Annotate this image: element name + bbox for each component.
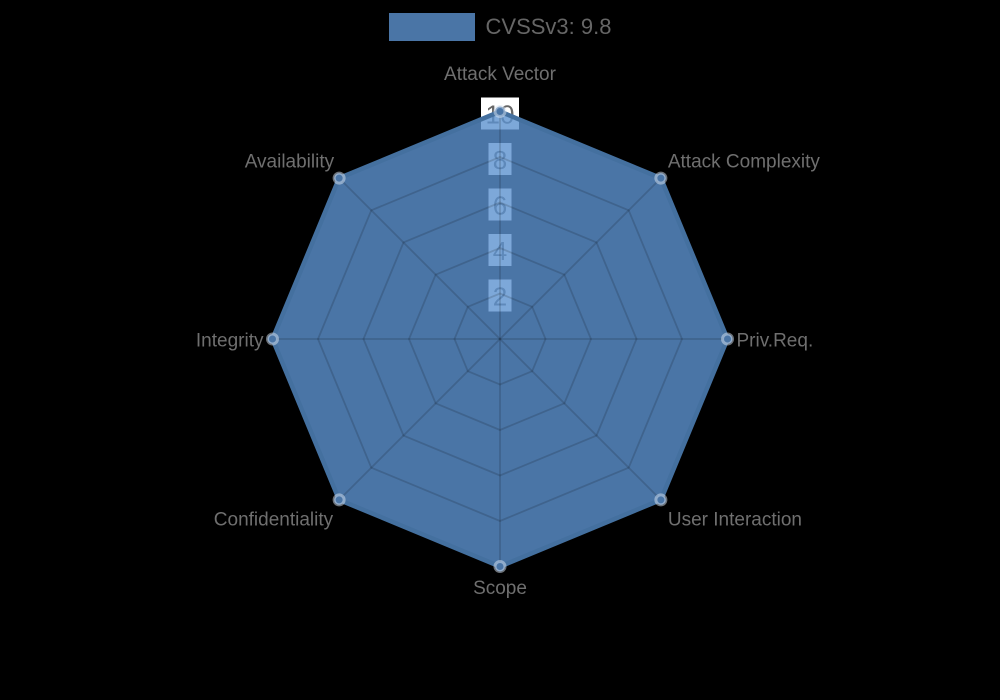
grid-ring [362, 201, 638, 477]
vertex-point [493, 560, 507, 573]
axis-spoke [499, 177, 662, 340]
chart-legend: CVSSv3: 9.8 [0, 13, 1000, 41]
axis-label: Scope [473, 578, 527, 599]
axis-spoke [338, 338, 501, 501]
axis-label: Integrity [196, 331, 264, 352]
axis-label: User Interaction [668, 509, 802, 530]
vertex-point [721, 332, 734, 346]
axis-label: Availability [245, 152, 335, 173]
data-polygon-fill [272, 111, 728, 567]
vertex-point [266, 332, 279, 346]
vertex-point [654, 171, 668, 185]
grid-ring [453, 292, 547, 386]
axis-label: Priv.Req. [737, 331, 814, 352]
vertex-point [332, 171, 346, 185]
vertex-point [654, 493, 668, 507]
grid-ring [317, 156, 683, 522]
axis-spoke [338, 177, 501, 340]
axis-label: Attack Complexity [668, 152, 821, 173]
axis-spoke [499, 338, 662, 501]
vertex-point [493, 105, 507, 118]
axis-label: Confidentiality [214, 509, 334, 530]
axis-label: Attack Vector [444, 64, 557, 85]
vertex-point [332, 493, 346, 507]
grid-ring [408, 247, 592, 431]
legend-color-swatch [388, 13, 475, 41]
legend-label: CVSSv3: 9.8 [485, 14, 612, 39]
legend-item-cvssv3[interactable]: CVSSv3: 9.8 [388, 13, 612, 41]
